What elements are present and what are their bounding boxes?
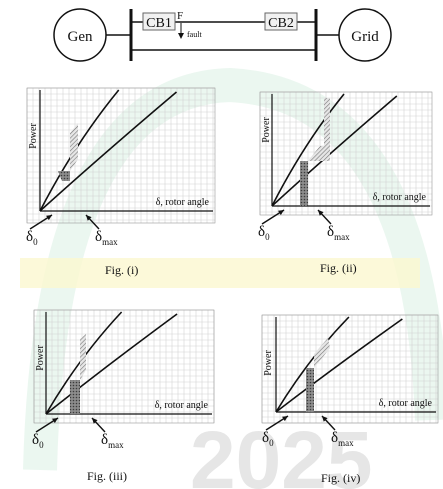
deltamax-symbol: δ <box>331 430 338 446</box>
delta0-symbol: δ <box>32 432 39 448</box>
delta0-arrow-icon-head <box>46 215 52 221</box>
delta0-arrow-icon-head <box>52 418 58 424</box>
equal-area-regions <box>58 123 78 181</box>
delta0-subscript: 0 <box>265 232 270 242</box>
figure-caption: Fig. (iv) <box>321 471 360 485</box>
fault-point-label: F <box>177 10 183 22</box>
fault-label: fault <box>187 30 202 39</box>
equal-area-regions <box>300 98 330 206</box>
deltamax-symbol: δ <box>101 432 108 448</box>
deltamax-subscript: max <box>102 237 118 247</box>
delta0-symbol: δ <box>258 224 265 240</box>
power-axis-label: Power <box>35 345 46 371</box>
deltamax-label: δmax <box>327 224 350 242</box>
deltamax-label: δmax <box>101 432 124 450</box>
power-axis-label: Power <box>261 117 272 143</box>
angle-markers: δ0 δmax <box>258 209 350 242</box>
delta0-label: δ0 <box>262 430 274 448</box>
accelerating-area <box>70 380 80 414</box>
delta0-arrow-icon-head <box>278 210 284 216</box>
watermark-text: 2025 <box>190 415 372 489</box>
post-fault-curve <box>39 91 178 212</box>
deltamax-subscript: max <box>338 438 354 448</box>
angle-markers: δ0 δmax <box>262 415 354 448</box>
angle-axis-label: δ, rotor angle <box>373 192 427 203</box>
decelerating-area <box>308 146 330 161</box>
delta0-arrow-icon-head <box>282 416 288 422</box>
watermark: 2025 <box>20 67 443 489</box>
grid-label: Grid <box>351 29 379 45</box>
delta0-subscript: 0 <box>269 438 274 448</box>
panel-frame <box>26 87 216 224</box>
panel-frame <box>33 309 215 424</box>
equal-area-regions <box>70 334 86 414</box>
delta0-label: δ0 <box>258 224 270 242</box>
delta0-subscript: 0 <box>33 237 38 247</box>
deltamax-symbol: δ <box>327 224 334 240</box>
decelerating-area <box>324 98 330 146</box>
decelerating-area <box>70 123 78 171</box>
angle-markers: δ0 δmax <box>32 417 124 450</box>
angle-markers: δ0 δmax <box>26 214 118 247</box>
generator-label: Gen <box>68 29 93 45</box>
decelerating-area <box>314 338 330 368</box>
fault-arrowhead-icon <box>178 33 184 39</box>
deltamax-subscript: max <box>108 440 124 450</box>
deltamax-arrow-icon-head <box>86 215 92 221</box>
power-axis-label: Power <box>263 350 274 376</box>
deltamax-label: δmax <box>331 430 354 448</box>
figure-caption: Fig. (i) <box>105 263 138 277</box>
post-fault-curve <box>45 313 178 415</box>
cb2-box <box>264 12 298 31</box>
one-line-diagram: Gen Grid CB1 CB2 F fault <box>53 8 392 62</box>
cb1-box <box>142 12 176 31</box>
post-fault-curve <box>275 318 403 413</box>
angle-axis-label: δ, rotor angle <box>156 197 210 208</box>
figure-caption: Fig. (ii) <box>320 261 357 275</box>
figure-caption: Fig. (iii) <box>87 469 127 483</box>
equal-area-regions <box>306 338 330 412</box>
power-axis-label: Power <box>28 123 39 149</box>
accelerating-area <box>58 171 70 181</box>
deltamax-symbol: δ <box>95 229 102 245</box>
delta0-label: δ0 <box>26 229 38 247</box>
panel-frame <box>259 91 433 216</box>
delta0-label: δ0 <box>32 432 44 450</box>
accelerating-area <box>306 368 314 412</box>
cb2-label: CB2 <box>268 16 294 31</box>
deltamax-arrow-icon-head <box>322 416 328 422</box>
deltamax-arrow-icon-head <box>92 418 98 424</box>
delta0-subscript: 0 <box>39 440 44 450</box>
cb1-label: CB1 <box>146 16 172 31</box>
accelerating-area <box>300 161 308 206</box>
decelerating-area <box>80 334 86 380</box>
delta0-symbol: δ <box>26 229 33 245</box>
watermark-band <box>20 258 420 288</box>
angle-axis-label: δ, rotor angle <box>155 400 209 411</box>
deltamax-arrow-icon-head <box>318 210 324 216</box>
deltamax-label: δmax <box>95 229 118 247</box>
panel-frame <box>261 314 439 424</box>
deltamax-subscript: max <box>334 232 350 242</box>
post-fault-curve <box>271 95 398 207</box>
pre-fault-curve <box>275 316 350 413</box>
angle-axis-label: δ, rotor angle <box>379 398 433 409</box>
delta0-symbol: δ <box>262 430 269 446</box>
pre-fault-curve <box>271 93 345 207</box>
